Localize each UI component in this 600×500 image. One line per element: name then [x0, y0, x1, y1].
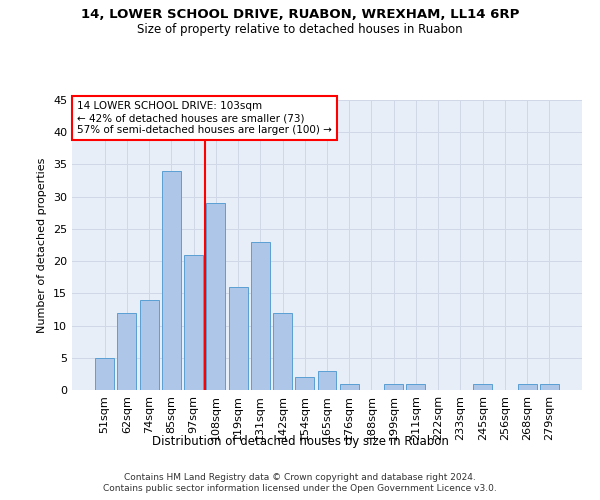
Bar	[184, 254, 203, 390]
Bar	[140, 300, 158, 390]
Bar	[251, 242, 270, 390]
Text: Contains HM Land Registry data © Crown copyright and database right 2024.: Contains HM Land Registry data © Crown c…	[124, 472, 476, 482]
Bar	[340, 384, 359, 390]
Bar	[473, 384, 492, 390]
Bar	[229, 287, 248, 390]
Text: 14, LOWER SCHOOL DRIVE, RUABON, WREXHAM, LL14 6RP: 14, LOWER SCHOOL DRIVE, RUABON, WREXHAM,…	[81, 8, 519, 20]
Text: Size of property relative to detached houses in Ruabon: Size of property relative to detached ho…	[137, 22, 463, 36]
Bar	[206, 203, 225, 390]
Bar	[384, 384, 403, 390]
Text: Contains public sector information licensed under the Open Government Licence v3: Contains public sector information licen…	[103, 484, 497, 493]
Bar	[273, 312, 292, 390]
Bar	[295, 377, 314, 390]
Text: Distribution of detached houses by size in Ruabon: Distribution of detached houses by size …	[152, 435, 448, 448]
Text: 14 LOWER SCHOOL DRIVE: 103sqm
← 42% of detached houses are smaller (73)
57% of s: 14 LOWER SCHOOL DRIVE: 103sqm ← 42% of d…	[77, 102, 332, 134]
Bar	[95, 358, 114, 390]
Bar	[540, 384, 559, 390]
Bar	[162, 171, 181, 390]
Y-axis label: Number of detached properties: Number of detached properties	[37, 158, 47, 332]
Bar	[518, 384, 536, 390]
Bar	[118, 312, 136, 390]
Bar	[406, 384, 425, 390]
Bar	[317, 370, 337, 390]
